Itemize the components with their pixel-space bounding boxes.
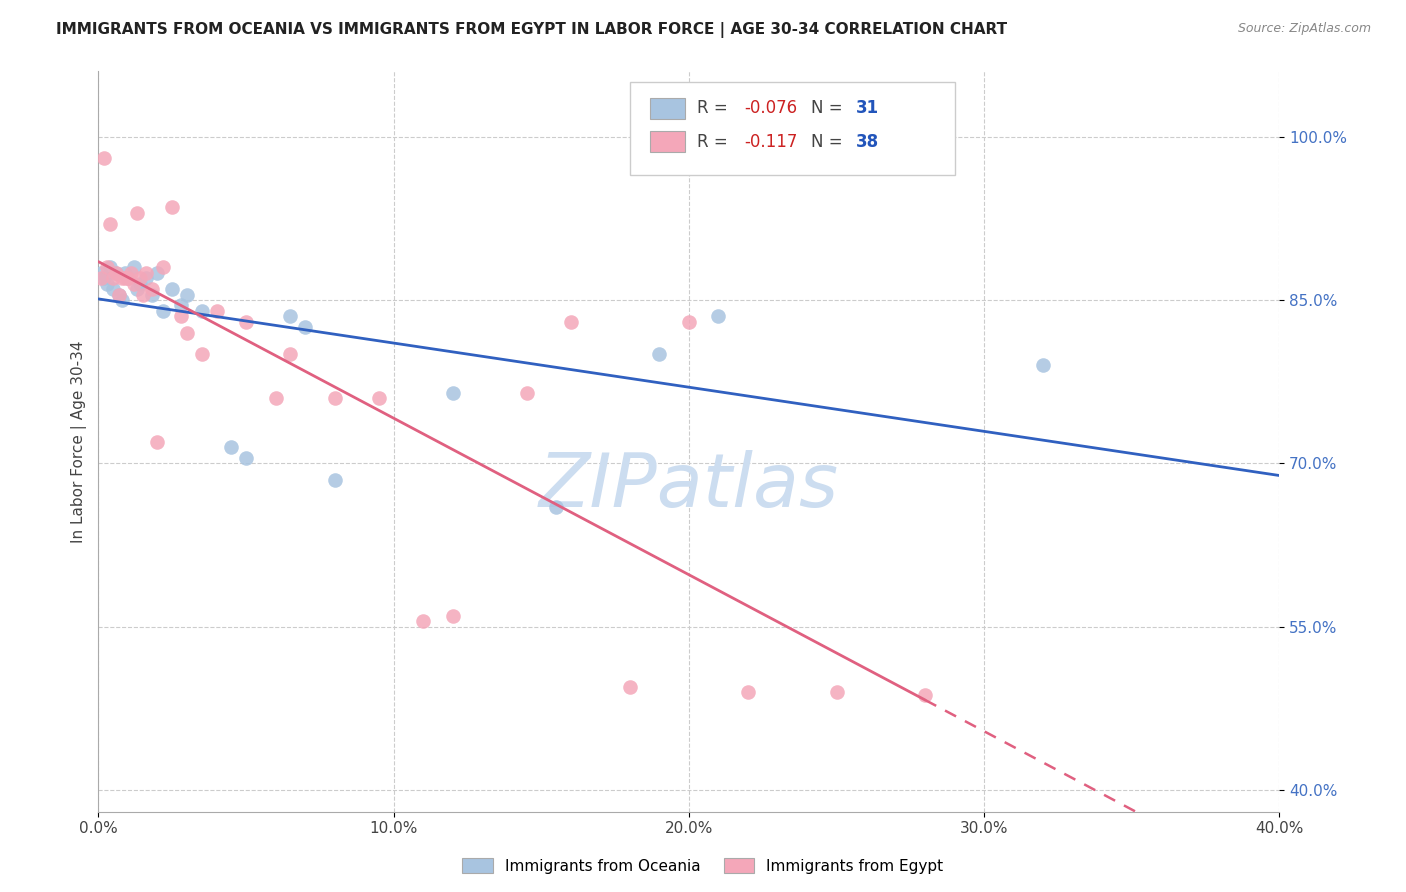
Point: [125, 206, 148, 220]
Point: [114, 266, 136, 280]
Point: [280, 310, 302, 324]
Point: [141, 282, 163, 296]
Point: [412, 614, 434, 628]
Point: [648, 347, 671, 361]
Point: [132, 287, 155, 301]
Point: [170, 310, 193, 324]
Text: -0.076: -0.076: [744, 99, 797, 118]
Point: [176, 287, 198, 301]
Point: [111, 293, 134, 307]
Point: [323, 391, 346, 405]
Point: [111, 271, 134, 285]
FancyBboxPatch shape: [630, 82, 955, 175]
Point: [914, 688, 936, 702]
Point: [90, 271, 112, 285]
Point: [737, 685, 759, 699]
Point: [221, 440, 243, 454]
Y-axis label: In Labor Force | Age 30-34: In Labor Force | Age 30-34: [72, 340, 87, 543]
Point: [152, 304, 174, 318]
Point: [105, 266, 128, 280]
Text: N =: N =: [811, 133, 848, 151]
Point: [176, 326, 198, 340]
Text: 31: 31: [855, 99, 879, 118]
Point: [264, 391, 287, 405]
Text: 38: 38: [855, 133, 879, 151]
Point: [546, 500, 568, 514]
Point: [96, 277, 118, 291]
Point: [191, 347, 214, 361]
Point: [678, 315, 700, 329]
Point: [96, 260, 118, 275]
Text: IMMIGRANTS FROM OCEANIA VS IMMIGRANTS FROM EGYPT IN LABOR FORCE | AGE 30-34 CORR: IMMIGRANTS FROM OCEANIA VS IMMIGRANTS FR…: [56, 22, 1007, 38]
Point: [146, 434, 169, 449]
Point: [114, 271, 136, 285]
Text: ZIPatlas: ZIPatlas: [538, 450, 839, 522]
Point: [152, 260, 174, 275]
Text: R =: R =: [697, 133, 733, 151]
Legend: Immigrants from Oceania, Immigrants from Egypt: Immigrants from Oceania, Immigrants from…: [457, 852, 949, 880]
Point: [516, 385, 538, 400]
Point: [294, 320, 316, 334]
Point: [93, 152, 115, 166]
Point: [619, 680, 641, 694]
Point: [1032, 359, 1054, 373]
Point: [162, 201, 183, 215]
Point: [441, 608, 464, 623]
Point: [825, 685, 848, 699]
Point: [128, 271, 150, 285]
Point: [98, 260, 121, 275]
Point: [280, 347, 302, 361]
Point: [323, 473, 346, 487]
Point: [205, 304, 228, 318]
FancyBboxPatch shape: [650, 98, 685, 119]
Point: [120, 266, 142, 280]
Point: [707, 310, 730, 324]
Point: [170, 298, 193, 312]
Point: [108, 287, 131, 301]
Text: N =: N =: [811, 99, 848, 118]
FancyBboxPatch shape: [650, 131, 685, 152]
Point: [93, 271, 115, 285]
Point: [235, 450, 257, 465]
Point: [135, 266, 157, 280]
Point: [108, 287, 131, 301]
Point: [103, 282, 125, 296]
Point: [128, 277, 150, 291]
Text: Source: ZipAtlas.com: Source: ZipAtlas.com: [1237, 22, 1371, 36]
Point: [560, 315, 582, 329]
Point: [235, 315, 257, 329]
Point: [98, 217, 121, 231]
Point: [90, 266, 112, 280]
Point: [117, 271, 139, 285]
Text: -0.117: -0.117: [744, 133, 797, 151]
Point: [122, 260, 145, 275]
Point: [146, 266, 169, 280]
Text: R =: R =: [697, 99, 733, 118]
Point: [441, 385, 464, 400]
Point: [105, 266, 128, 280]
Point: [117, 271, 139, 285]
Point: [122, 277, 145, 291]
Point: [135, 271, 157, 285]
Point: [368, 391, 391, 405]
Point: [191, 304, 214, 318]
Point: [125, 282, 148, 296]
Point: [141, 287, 163, 301]
Point: [162, 282, 183, 296]
Point: [103, 271, 125, 285]
